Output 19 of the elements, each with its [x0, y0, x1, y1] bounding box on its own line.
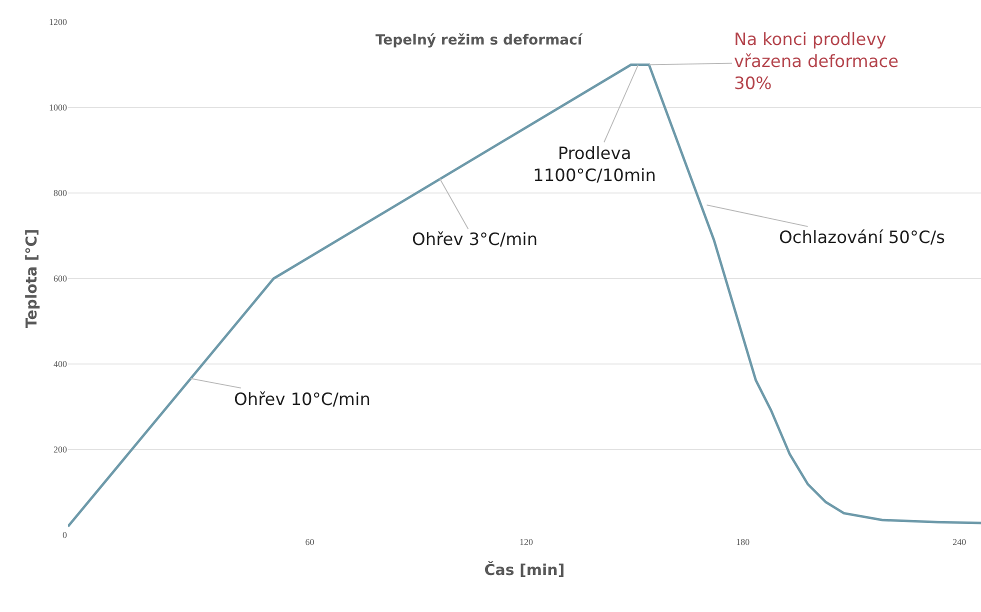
- x-tick-label: 240: [952, 537, 967, 547]
- y-tick-label: 1000: [49, 102, 68, 113]
- y-tick-label: 800: [54, 188, 68, 198]
- y-tick-label: 400: [54, 359, 68, 370]
- annotation: Ohřev 3°C/min: [412, 230, 538, 250]
- x-tick-label: 180: [736, 537, 750, 547]
- y-axis-title: Teplota [°C]: [22, 228, 40, 328]
- x-tick-label: 120: [520, 537, 534, 547]
- annotation: Ohřev 10°C/min: [234, 390, 370, 410]
- y-tick-label: 1200: [49, 17, 68, 28]
- y-tick-label: 200: [54, 444, 68, 455]
- y-tick-label: 600: [54, 274, 68, 284]
- annotation: Na konci prodlevy vřazena deformace 30%: [734, 30, 899, 94]
- annotation: Ochlazování 50°C/s: [779, 228, 946, 248]
- x-tick-label: 60: [305, 537, 315, 547]
- annotation: Prodleva 1100°C/10min: [533, 144, 656, 186]
- x-axis-title: Čas [min]: [484, 561, 565, 579]
- y-tick-label: 0: [62, 530, 68, 540]
- text: Tepelný režim s deformací: [375, 32, 584, 49]
